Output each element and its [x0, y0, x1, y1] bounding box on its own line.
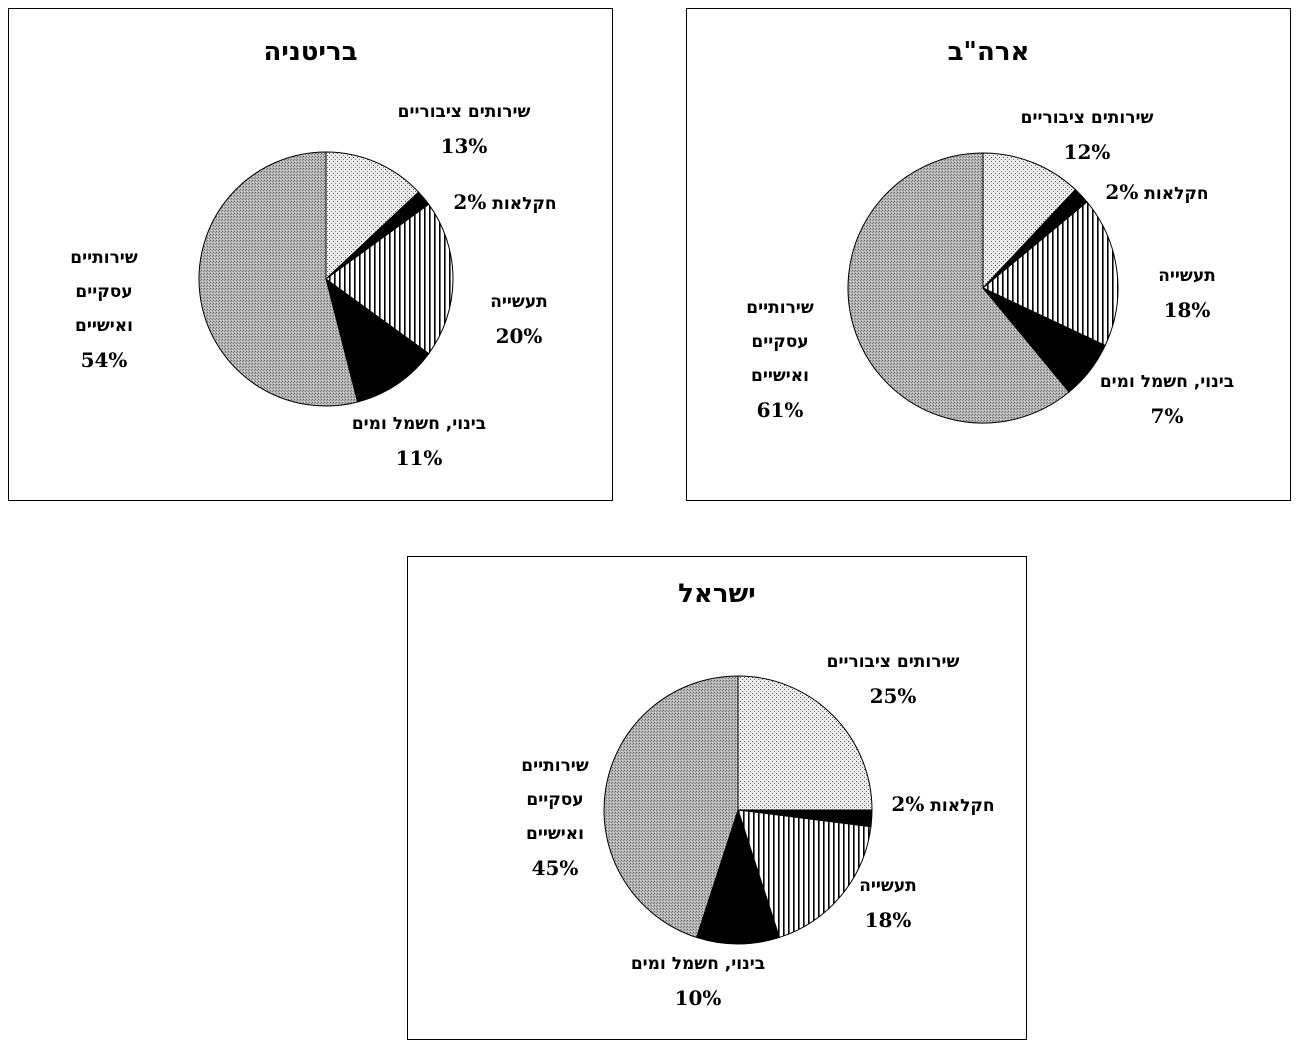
chart-title: ארה"ב: [947, 37, 1030, 67]
chart-panel-usa: ארה"ב שירותים ציבוריים 12% חקלאות 2% תעש…: [686, 8, 1291, 501]
chart-title: בריטניה: [263, 37, 358, 67]
chart-panel-israel: ישראל שירותים ציבוריים 25% חקלאות 2% תעש…: [407, 556, 1027, 1040]
label-agriculture: חקלאות 2%: [453, 190, 557, 214]
label-construction: בינוי, חשמל ומים 10%: [630, 954, 766, 1010]
label-business-services: שירותיים עסקיים ואישיים 61%: [746, 298, 814, 422]
label-business-services: שירותיים עסקיים ואישיים 54%: [70, 248, 138, 372]
slice-business-services: [198, 151, 359, 407]
pie-israel: [603, 675, 873, 945]
label-agriculture: חקלאות 2%: [891, 792, 995, 816]
slice-business-services: [847, 152, 1070, 424]
slice-business-services: [603, 675, 739, 939]
label-public-services: שירותים ציבוריים 12%: [1020, 108, 1154, 164]
label-industry: תעשייה 20%: [490, 292, 548, 348]
label-business-services: שירותיים עסקיים ואישיים 45%: [521, 756, 589, 880]
slice-industry: [982, 201, 1119, 347]
label-construction: בינוי, חשמל ומים 11%: [351, 414, 487, 470]
pie-britain: [198, 151, 454, 407]
label-agriculture: חקלאות 2%: [1105, 180, 1209, 204]
chart-title: ישראל: [678, 579, 756, 609]
label-industry: תעשייה 18%: [1158, 266, 1216, 322]
label-public-services: שירותים ציבוריים 13%: [397, 102, 531, 158]
pie-usa: [847, 152, 1119, 424]
slice-public-services: [325, 151, 420, 281]
slice-industry: [325, 203, 454, 355]
chart-panel-britain: בריטניה שירותים ציבוריים 13% חקלאות 2% ת…: [8, 8, 613, 501]
slice-industry: [737, 809, 872, 939]
slice-public-services: [982, 152, 1077, 290]
slice-public-services: [737, 675, 873, 811]
label-construction: בינוי, חשמל ומים 7%: [1099, 372, 1235, 428]
label-public-services: שירותים ציבוריים 25%: [826, 652, 960, 708]
label-industry: תעשייה 18%: [859, 876, 917, 932]
slice-construction: [695, 808, 781, 945]
slice-construction: [325, 277, 430, 403]
